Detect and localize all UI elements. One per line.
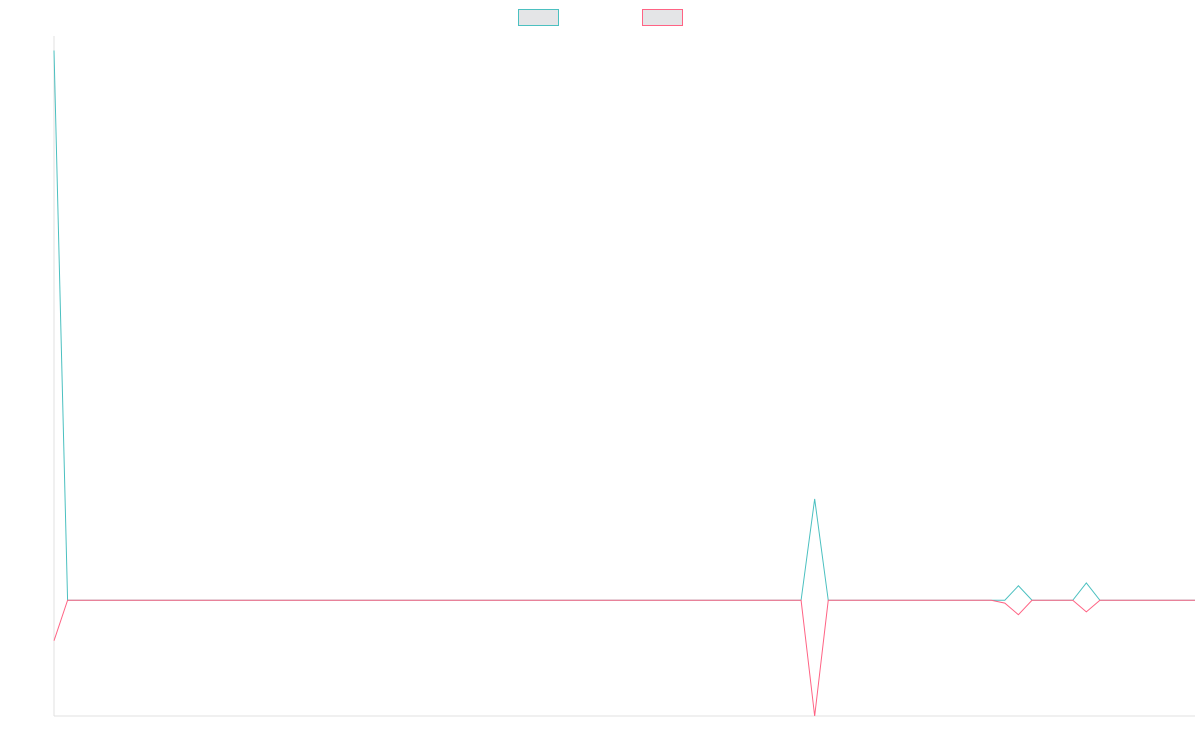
legend [518,9,683,26]
legend-item-2[interactable] [642,9,683,26]
series-line-2 [53,599,1195,717]
legend-item-1[interactable] [518,9,559,26]
series-layer [53,50,1195,717]
legend-swatch-2 [642,9,683,26]
axes [53,36,1195,717]
series-line-1 [53,50,1195,601]
legend-swatch-1 [518,9,559,26]
